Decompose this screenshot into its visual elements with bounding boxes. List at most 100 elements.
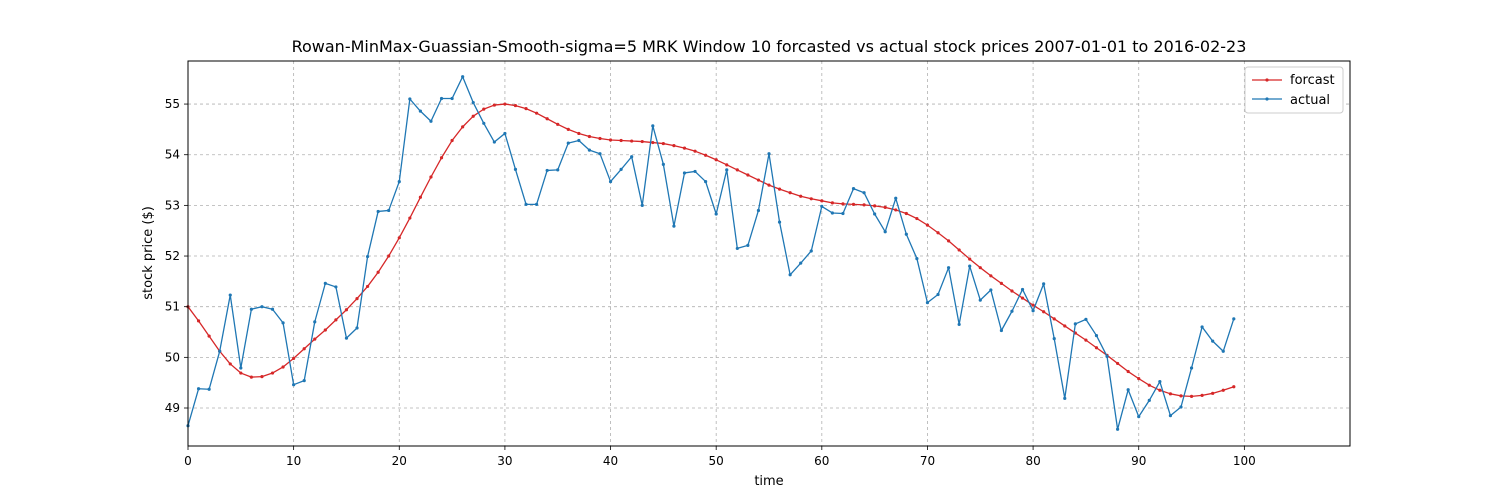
- data-point-actual: [556, 168, 560, 172]
- y-tick-label: 51: [165, 300, 180, 314]
- data-point-actual: [1126, 388, 1130, 392]
- data-point-actual: [1084, 317, 1088, 321]
- data-point-forcast: [873, 204, 877, 208]
- data-point-forcast: [968, 257, 972, 261]
- data-point-forcast: [999, 281, 1004, 285]
- data-point-actual: [1179, 405, 1183, 409]
- grid: [187, 61, 1350, 446]
- data-point-forcast: [545, 117, 549, 121]
- data-point-forcast: [640, 139, 644, 144]
- data-point-actual: [1063, 396, 1067, 400]
- data-point-forcast: [1158, 388, 1162, 392]
- data-point-actual: [270, 307, 275, 311]
- x-tick-label: 100: [1233, 454, 1256, 468]
- data-point-forcast: [1094, 346, 1099, 350]
- data-point-forcast: [672, 144, 676, 148]
- data-point-forcast: [397, 236, 401, 240]
- data-point-forcast: [535, 111, 539, 115]
- data-point-forcast: [524, 107, 528, 111]
- data-point-forcast: [630, 139, 634, 143]
- data-point-forcast: [1126, 369, 1130, 374]
- data-point-actual: [873, 212, 877, 216]
- data-point-actual: [292, 383, 296, 387]
- data-point-actual: [1211, 339, 1215, 343]
- data-point-forcast: [651, 140, 655, 145]
- data-point-actual: [323, 281, 327, 285]
- series-layer: [186, 75, 1236, 431]
- data-point-forcast: [323, 328, 327, 332]
- legend-actual-marker: [1265, 97, 1269, 101]
- data-point-actual: [714, 212, 718, 216]
- data-point-actual: [207, 387, 211, 391]
- data-point-forcast: [714, 158, 718, 162]
- x-tick-label: 30: [497, 454, 512, 468]
- data-point-actual: [820, 204, 824, 208]
- data-point-forcast: [682, 146, 687, 150]
- data-point-actual: [387, 208, 391, 213]
- data-point-actual: [946, 266, 951, 270]
- data-point-forcast: [915, 216, 919, 221]
- data-point-actual: [524, 202, 528, 206]
- data-point-actual: [1147, 398, 1151, 403]
- x-tick-label: 20: [392, 454, 407, 468]
- data-point-forcast: [1189, 394, 1194, 398]
- data-point-actual: [334, 285, 338, 289]
- data-point-forcast: [482, 107, 486, 111]
- data-point-forcast: [661, 141, 665, 146]
- data-point-actual: [661, 162, 665, 166]
- data-point-actual: [408, 97, 412, 101]
- data-point-actual: [1116, 427, 1120, 431]
- data-point-forcast: [1137, 377, 1141, 381]
- y-tick-label: 50: [165, 350, 180, 364]
- data-point-actual: [281, 321, 285, 325]
- data-point-forcast: [1052, 317, 1056, 321]
- data-point-forcast: [894, 208, 898, 212]
- data-point-forcast: [387, 254, 391, 258]
- data-point-forcast: [313, 337, 317, 341]
- ticks: 0 10 20 30 40 50 60 70 80 90 100 49 50 51 52 53 54 55: [165, 97, 1256, 468]
- x-tick-label: 60: [814, 454, 829, 468]
- data-point-actual: [608, 179, 613, 184]
- data-point-forcast: [830, 201, 834, 205]
- legend-forcast-marker: [1265, 78, 1269, 82]
- legend-actual-label: actual: [1290, 93, 1330, 108]
- data-point-actual: [799, 261, 803, 265]
- data-point-actual: [693, 169, 697, 174]
- y-tick-label: 52: [165, 249, 180, 263]
- x-tick-label: 70: [920, 454, 935, 468]
- data-point-actual: [989, 288, 993, 292]
- data-point-actual: [260, 305, 264, 309]
- data-point-forcast: [619, 138, 623, 143]
- data-point-forcast: [344, 308, 349, 312]
- data-point-actual: [978, 298, 982, 302]
- data-point-actual: [1189, 366, 1194, 370]
- data-point-forcast: [989, 274, 993, 278]
- y-tick-label: 49: [165, 401, 180, 415]
- data-point-actual: [777, 220, 782, 224]
- data-point-forcast: [883, 205, 887, 209]
- x-tick-label: 40: [603, 454, 618, 468]
- x-tick-label: 10: [286, 454, 301, 468]
- data-point-actual: [619, 167, 623, 172]
- data-point-forcast: [1168, 392, 1173, 396]
- data-point-actual: [1073, 322, 1077, 326]
- series-line-actual: [187, 76, 1235, 430]
- data-point-forcast: [1147, 383, 1151, 387]
- data-point-forcast: [196, 319, 201, 323]
- x-tick-label: 0: [184, 454, 192, 468]
- data-point-forcast: [1211, 391, 1215, 395]
- data-point-forcast: [355, 296, 359, 301]
- data-point-actual: [418, 109, 422, 113]
- data-point-forcast: [418, 195, 422, 199]
- data-point-forcast: [1042, 310, 1046, 314]
- data-point-actual: [925, 301, 930, 305]
- data-point-actual: [640, 203, 644, 207]
- data-point-forcast: [735, 168, 739, 172]
- data-point-actual: [1031, 309, 1035, 313]
- data-point-actual: [682, 171, 687, 175]
- data-point-forcast: [566, 127, 570, 131]
- data-point-actual: [471, 100, 475, 105]
- data-point-forcast: [1063, 324, 1067, 328]
- data-point-forcast: [1020, 296, 1025, 300]
